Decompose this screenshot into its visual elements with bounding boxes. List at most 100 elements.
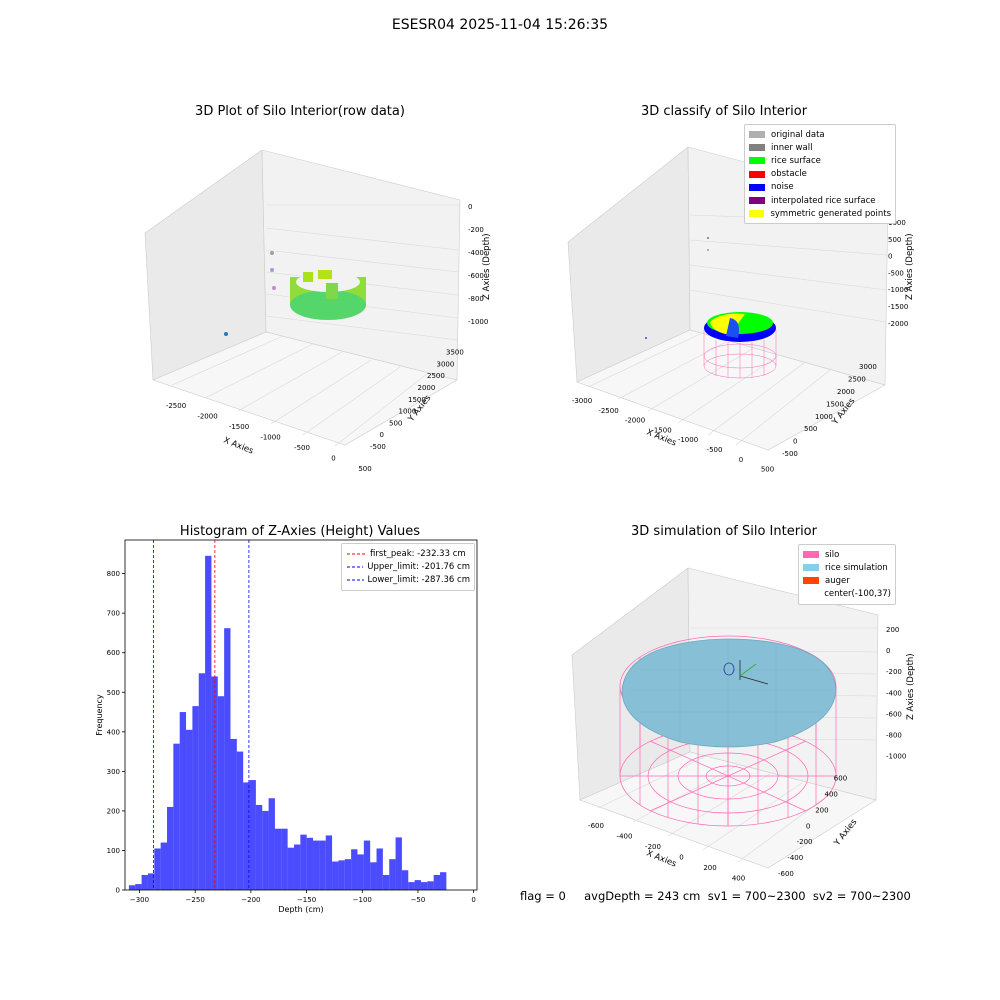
histogram-bar	[147, 873, 155, 890]
plot1-outlier	[272, 286, 276, 290]
plot1-x-tick: -2000	[197, 413, 217, 421]
histogram-bar	[427, 881, 434, 890]
plot1-gridlines	[171, 204, 460, 447]
histogram-bar	[401, 870, 409, 890]
plot1-x-tick: 500	[358, 465, 371, 473]
histogram-y-tick: 600	[107, 649, 120, 657]
plot1-y-tick: 2500	[427, 372, 445, 380]
plot1-y-tick: 500	[389, 419, 402, 427]
histogram-bar	[376, 848, 383, 890]
plot2-legend-swatch	[749, 144, 765, 152]
plot4-y-tick: -600	[778, 870, 794, 878]
histogram-bar	[325, 835, 333, 890]
histogram-bar	[135, 884, 142, 890]
histogram-y-tick: 500	[107, 689, 120, 697]
plot2-x-tick: -1500	[651, 426, 671, 434]
histogram-bar	[281, 828, 288, 890]
histogram-x-tick: −50	[411, 896, 426, 904]
histogram-x-tick: −200	[241, 896, 260, 904]
plot1-z-tick: -400	[468, 249, 484, 257]
histogram-legend-label: first_peak: -232.33 cm	[370, 548, 466, 559]
histogram-bar	[382, 874, 390, 890]
plot1-x-tick: 0	[331, 455, 335, 463]
plot2-y-tick: 3000	[859, 363, 877, 371]
histogram-bar	[332, 861, 339, 890]
histogram-bar	[166, 806, 174, 890]
plot1-z-tick: -600	[468, 272, 484, 280]
histogram-y-tick: 100	[107, 847, 120, 855]
plot4-legend-item: silo	[803, 548, 891, 561]
plot4-x-tick: -200	[645, 843, 661, 851]
histogram-bar	[160, 842, 167, 890]
plot2-x-tick: -500	[707, 446, 723, 454]
histogram-bar	[293, 844, 301, 890]
histogram-bar	[198, 673, 206, 890]
histogram-x-tick: −150	[297, 896, 316, 904]
plot4-x-axis-label: X Axies	[645, 849, 678, 870]
histogram-legend-line	[347, 579, 364, 581]
plot2-legend-item: symmetric generated points	[749, 207, 891, 220]
plot2-legend-swatch	[749, 183, 765, 191]
histogram-bar	[319, 840, 326, 890]
plot1-z-tick: -800	[468, 295, 484, 303]
plot2-legend-swatch	[749, 131, 765, 139]
plot1-tick-labels: -2500-2000-1500-1000-5000500-50005001000…	[166, 203, 489, 473]
plot2-y-tick: 500	[804, 425, 817, 433]
histogram-bar	[141, 874, 148, 890]
plot1-x-tick: -1000	[260, 434, 280, 442]
plot1-panes	[144, 149, 461, 446]
plot4-legend-swatch	[803, 551, 819, 559]
histogram-bar	[420, 882, 428, 890]
histogram-x-tick: −100	[353, 896, 372, 904]
plot2-x-tick: -1000	[678, 436, 698, 444]
plot4-rice-mesh	[630, 642, 832, 750]
plot2-legend-item: noise	[749, 181, 891, 194]
plot1-y-tick: 1000	[399, 408, 417, 416]
plot1-outlier	[270, 268, 274, 272]
histogram-bar	[236, 751, 244, 890]
plot1-y-tick: 2000	[418, 384, 436, 392]
plot2-legend-label: noise	[771, 182, 794, 193]
plot2-y-tick: 1500	[826, 400, 844, 408]
plot4-legend-label: center(-100,37)	[824, 589, 891, 600]
plot2-z-tick: -1500	[888, 303, 908, 311]
histogram-legend: first_peak: -232.33 cm Upper_limit: -201.…	[341, 543, 475, 591]
histogram-legend-item: first_peak: -232.33 cm	[346, 547, 470, 560]
histogram-legend-label: Upper_limit: -201.76 cm	[367, 561, 470, 572]
plot2-legend-item: obstacle	[749, 168, 891, 181]
plot4-x-tick: 200	[703, 864, 716, 872]
plot4-y-tick: 400	[825, 791, 838, 799]
plot4-auger	[723, 660, 769, 685]
plot2-z-tick: -500	[888, 269, 904, 277]
plot4-legend-label: rice simulation	[825, 562, 888, 573]
plot4-z-tick: 200	[886, 626, 899, 634]
histogram-y-tick: 800	[107, 570, 120, 578]
plot4-legend-label: silo	[825, 549, 840, 560]
histogram-bar	[192, 706, 199, 890]
plot2-silo-wireframe	[703, 330, 777, 379]
plot2-y-tick: -500	[782, 450, 798, 458]
plot1-x-tick: -2500	[166, 402, 186, 410]
histogram-bar	[357, 854, 364, 890]
plot2-z-tick: 500	[888, 236, 901, 244]
histogram-legend-label: Lower_limit: -287.36 cm	[367, 574, 470, 585]
plot4-legend-item: center(-100,37)	[803, 588, 891, 601]
plot4-x-tick: -600	[588, 822, 604, 830]
plot1-y-tick: 1500	[408, 396, 426, 404]
plot2-z-tick: -1000	[888, 286, 908, 294]
histogram-title: Histogram of Z-Axies (Height) Values	[179, 524, 421, 539]
plot1-title: 3D Plot of Silo Interior(row data)	[195, 104, 405, 119]
plot4-z-tick: -200	[886, 668, 902, 676]
plot1-scatter-ring	[290, 270, 366, 320]
histogram-bar	[211, 676, 218, 890]
histogram-x-axis-label: Depth (cm)	[278, 905, 323, 914]
histogram-bar	[128, 885, 136, 890]
plot4-z-tick: -800	[886, 732, 902, 740]
histogram-bar	[243, 782, 250, 890]
histogram-bar	[408, 882, 415, 890]
plot2-legend-label: rice surface	[771, 155, 821, 166]
plot4-x-tick: 400	[732, 875, 745, 883]
plot1-z-axis-label: Z Axies (Depth)	[482, 233, 492, 300]
histogram-bar	[433, 874, 441, 890]
